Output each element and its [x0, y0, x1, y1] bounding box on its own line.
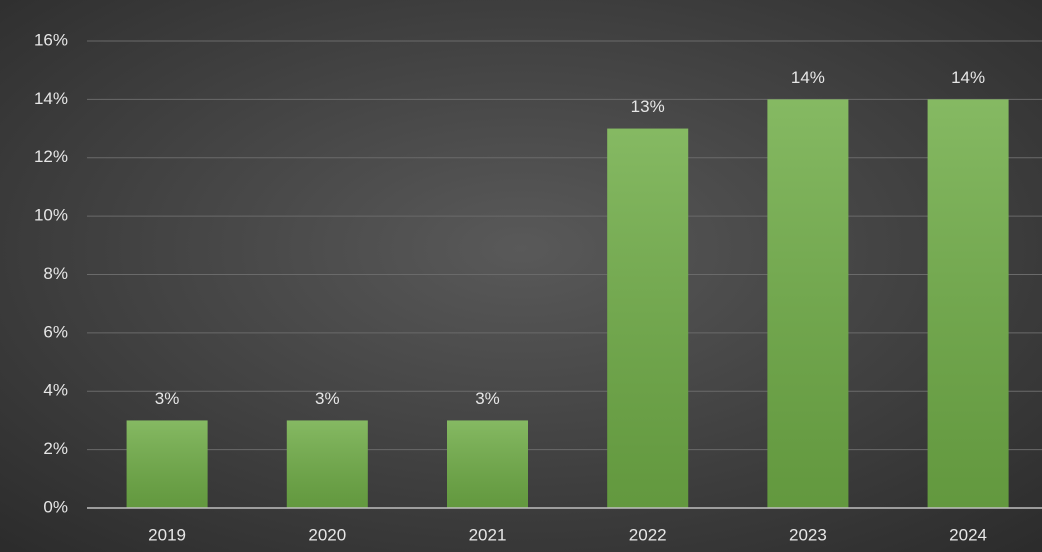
bar-shade [286, 420, 368, 508]
x-tick-label: 2022 [629, 525, 667, 544]
data-label: 13% [631, 97, 665, 116]
x-tick-label: 2024 [949, 525, 987, 544]
y-tick-label: 2% [43, 439, 68, 458]
y-tick-label: 8% [43, 264, 68, 283]
y-tick-label: 16% [34, 30, 68, 49]
y-tick-label: 6% [43, 322, 68, 341]
bar-shade [767, 99, 849, 508]
data-label: 3% [155, 389, 180, 408]
y-tick-label: 4% [43, 381, 68, 400]
y-tick-label: 14% [34, 89, 68, 108]
bar-shade [447, 420, 528, 508]
data-label: 3% [315, 389, 340, 408]
x-tick-label: 2019 [148, 525, 186, 544]
bar-shade [607, 128, 689, 508]
y-tick-label: 0% [43, 497, 68, 516]
data-label: 3% [475, 389, 500, 408]
y-tick-label: 10% [34, 206, 68, 225]
x-tick-label: 2020 [308, 525, 346, 544]
x-tick-label: 2021 [469, 525, 507, 544]
bar-shade [126, 420, 208, 508]
data-label: 14% [791, 68, 825, 87]
bar-shade [927, 99, 1009, 508]
x-tick-label: 2023 [789, 525, 827, 544]
y-tick-label: 12% [34, 147, 68, 166]
data-label: 14% [951, 68, 985, 87]
